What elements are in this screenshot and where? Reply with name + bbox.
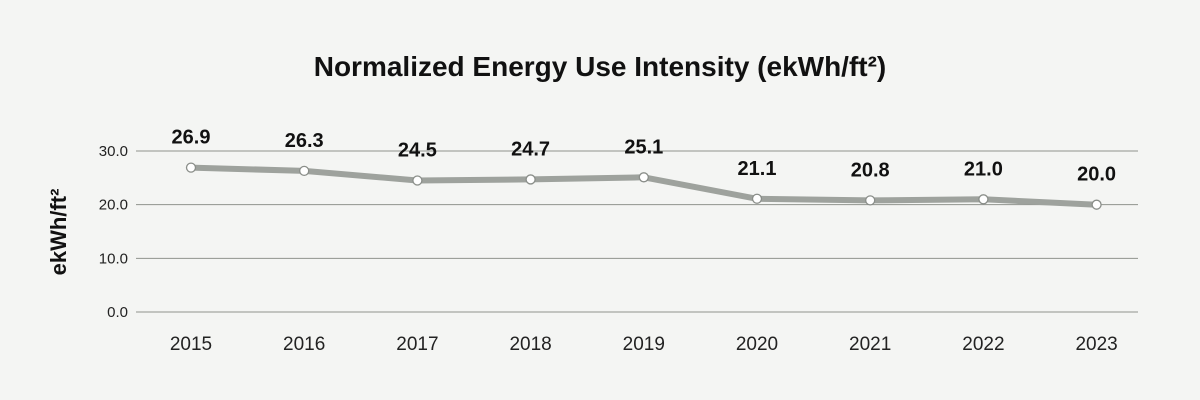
- data-label: 25.1: [624, 136, 663, 158]
- data-point: [865, 195, 876, 206]
- chart-title: Normalized Energy Use Intensity (ekWh/ft…: [314, 51, 887, 82]
- x-tick-label: 2021: [849, 334, 891, 355]
- x-tick-label: 2019: [623, 334, 665, 355]
- data-point: [638, 172, 649, 183]
- y-tick-label: 0.0: [107, 304, 128, 321]
- data-labels: 26.9 26.3 24.5 24.7 25.1 21.1 20.8 21.0 20.0: [172, 127, 1117, 186]
- data-label: 26.9: [172, 127, 211, 149]
- y-tick-label: 10.0: [99, 250, 128, 267]
- data-label: 24.5: [398, 140, 437, 162]
- x-axis-ticks: 2015 2016 2017 2018 2019 2020 2021 2022 2023: [170, 334, 1118, 355]
- data-label: 20.8: [851, 159, 890, 181]
- x-tick-label: 2015: [170, 334, 212, 355]
- x-tick-label: 2023: [1075, 334, 1117, 355]
- y-axis-label: ekWh/ft²: [46, 189, 71, 276]
- x-tick-label: 2016: [283, 334, 325, 355]
- data-label: 20.0: [1077, 164, 1116, 186]
- x-tick-label: 2017: [396, 334, 438, 355]
- data-label: 21.0: [964, 158, 1003, 180]
- data-point: [1091, 199, 1102, 210]
- data-point: [185, 162, 197, 173]
- x-tick-label: 2022: [962, 334, 1004, 355]
- data-point: [525, 174, 536, 185]
- y-tick-label: 20.0: [99, 197, 128, 214]
- x-tick-label: 2018: [509, 334, 551, 355]
- data-label: 24.7: [511, 138, 550, 160]
- y-tick-label: 30.0: [99, 143, 128, 160]
- markers-layer: [185, 162, 1102, 210]
- data-point: [751, 193, 763, 204]
- data-label: 21.1: [738, 158, 777, 180]
- data-label: 26.3: [285, 130, 324, 152]
- data-point: [299, 165, 310, 177]
- gridlines: [136, 150, 1138, 313]
- x-tick-label: 2020: [736, 334, 778, 355]
- y-axis-ticks: 0.0 10.0 20.0 30.0: [99, 143, 128, 321]
- data-point: [978, 194, 989, 205]
- data-point: [412, 175, 423, 186]
